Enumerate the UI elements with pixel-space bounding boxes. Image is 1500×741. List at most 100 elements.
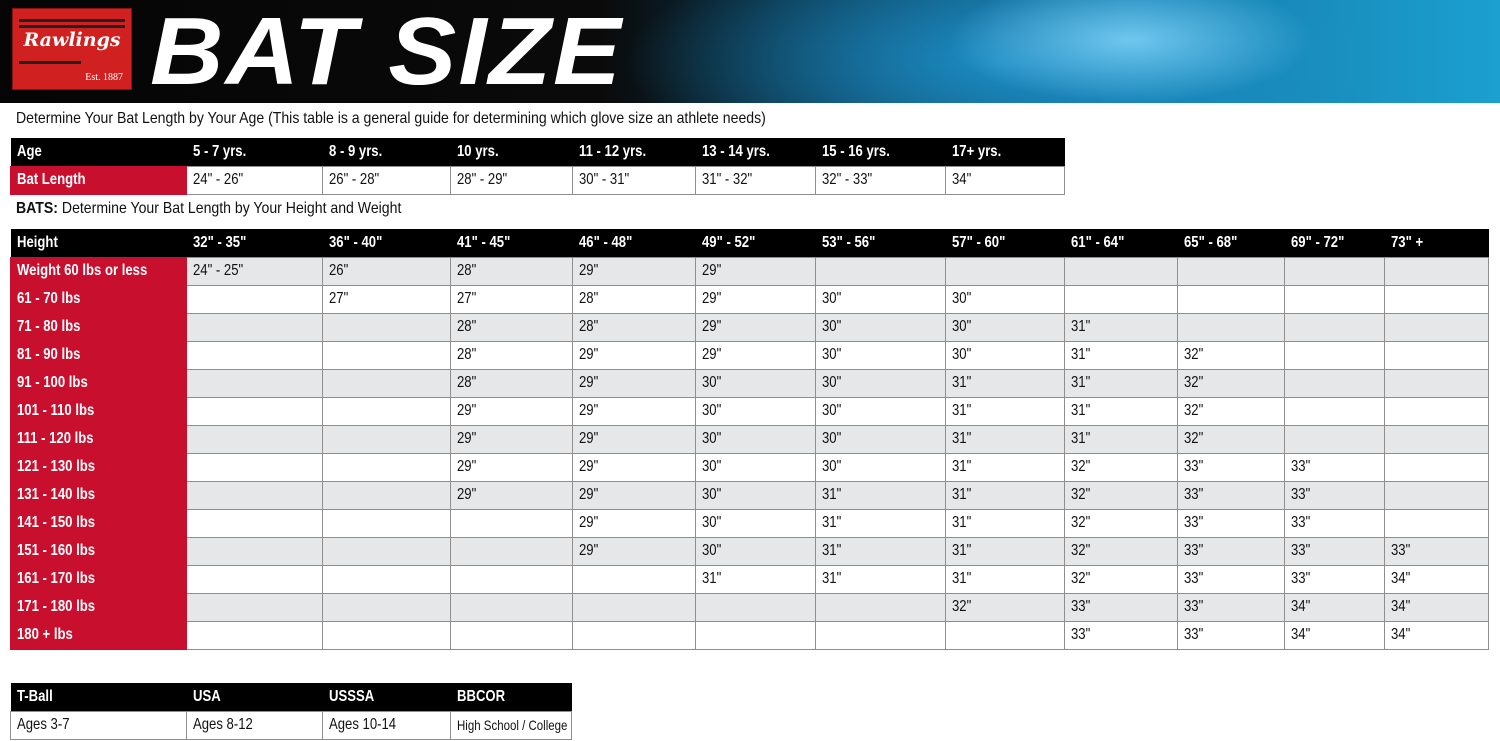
table-cell-text: 33" bbox=[1391, 542, 1411, 559]
table-cell: 29" bbox=[572, 508, 696, 538]
logo-est: Est. 1887 bbox=[85, 72, 123, 83]
table-cell: 29" bbox=[572, 480, 696, 510]
logo-text: Rawlings bbox=[23, 29, 121, 51]
table-cell bbox=[695, 620, 816, 650]
column-header: 15 - 16 yrs. bbox=[815, 138, 946, 166]
table-cell bbox=[186, 592, 323, 622]
table-cell: 30" bbox=[815, 396, 946, 426]
table-cell bbox=[450, 536, 573, 566]
column-header-text: 41" - 45" bbox=[456, 233, 510, 251]
table-cell-text: 33" bbox=[1291, 514, 1311, 531]
table-cell-text: 33" bbox=[1184, 570, 1204, 587]
table-cell bbox=[1064, 284, 1178, 314]
table-cell-text: 28" bbox=[457, 374, 477, 391]
table-cell: 29" bbox=[450, 452, 573, 482]
table-cell bbox=[1384, 452, 1489, 482]
table-cell bbox=[186, 508, 323, 538]
table-cell-text: 30" - 31" bbox=[579, 171, 630, 188]
table-cell: 30" bbox=[815, 284, 946, 314]
table-cell: 29" bbox=[572, 368, 696, 398]
table-cell bbox=[322, 508, 451, 538]
table-cell bbox=[186, 340, 323, 370]
table-cell bbox=[322, 592, 451, 622]
table-cell-text: 30" bbox=[822, 318, 842, 335]
table-cell-text: 31" bbox=[952, 430, 972, 447]
table-cell-text: 32" bbox=[1071, 514, 1091, 531]
row-label: Weight 60 lbs or less bbox=[10, 256, 187, 286]
table-cell-text: 30" bbox=[702, 542, 722, 559]
row-label: 161 - 170 lbs bbox=[10, 564, 187, 594]
column-header-text: 17+ yrs. bbox=[951, 142, 1001, 160]
table-cell bbox=[450, 508, 573, 538]
table-row: 91 - 100 lbs 28" 29" 30" 30" 31" 31" 32" bbox=[10, 368, 1489, 398]
table-cell: 30" bbox=[815, 368, 946, 398]
table-cell-text: 29" bbox=[579, 346, 599, 363]
table-cell-text: 30" bbox=[822, 346, 842, 363]
table-cell: 30" bbox=[695, 480, 816, 510]
table-cell bbox=[186, 368, 323, 398]
table-cell-text: 31" bbox=[952, 570, 972, 587]
table-cell: 33" bbox=[1177, 452, 1285, 482]
table-cell: 30" bbox=[815, 452, 946, 482]
table-cell: 31" bbox=[815, 564, 946, 594]
column-header-text: 15 - 16 yrs. bbox=[821, 142, 890, 160]
table-cell-text: 29" bbox=[702, 290, 722, 307]
table-cell bbox=[186, 312, 323, 342]
column-header-text: 69" - 72" bbox=[1290, 233, 1344, 251]
column-header-text: 57" - 60" bbox=[951, 233, 1005, 251]
table-cell: 26" - 28" bbox=[322, 165, 451, 195]
table-cell: 24" - 25" bbox=[186, 256, 323, 286]
table-cell-text: 34" bbox=[1291, 626, 1311, 643]
table-cell: 33" bbox=[1284, 480, 1385, 510]
column-header-text: BBCOR bbox=[456, 687, 505, 705]
row-label: 180 + lbs bbox=[10, 620, 187, 650]
table-cell-text: 31" bbox=[822, 514, 842, 531]
table-cell: 32" - 33" bbox=[815, 165, 946, 195]
table-cell-text: 30" bbox=[822, 374, 842, 391]
table-row: 101 - 110 lbs 29" 29" 30" 30" 31" 31" 32" bbox=[10, 396, 1489, 426]
table-cell: 31" bbox=[1064, 312, 1178, 342]
table-cell-text: 29" bbox=[457, 430, 477, 447]
column-header: 8 - 9 yrs. bbox=[322, 138, 451, 166]
table-cell-text: 33" bbox=[1184, 542, 1204, 559]
table-cell-text: 24" - 26" bbox=[193, 171, 244, 188]
column-header-text: 8 - 9 yrs. bbox=[328, 142, 382, 160]
age-table: Age 5 - 7 yrs. 8 - 9 yrs. 10 yrs. 11 - 12 yr… bbox=[10, 138, 1065, 195]
table-cell bbox=[1384, 256, 1489, 286]
table-cell: 31" bbox=[945, 480, 1065, 510]
table-cell bbox=[1284, 368, 1385, 398]
table-cell: 29" bbox=[572, 452, 696, 482]
row-label-text: 161 - 170 lbs bbox=[17, 570, 96, 587]
table-cell: 31" bbox=[1064, 396, 1178, 426]
column-header: 49" - 52" bbox=[695, 229, 816, 257]
column-header: 61" - 64" bbox=[1064, 229, 1178, 257]
table-cell-text: 31" bbox=[822, 542, 842, 559]
table-row: 141 - 150 lbs 29" 30" 31" 31" 32" 33" 33" bbox=[10, 508, 1489, 538]
row-label: Bat Length bbox=[10, 165, 187, 195]
table-cell-text: 32" bbox=[1071, 486, 1091, 503]
table-cell-text: 29" bbox=[579, 430, 599, 447]
column-header: 41" - 45" bbox=[450, 229, 573, 257]
row-label-text: 171 - 180 lbs bbox=[17, 598, 96, 615]
row-label-text: 81 - 90 lbs bbox=[17, 346, 81, 363]
column-header-text: Age bbox=[16, 142, 42, 160]
column-header: T-Ball bbox=[10, 683, 187, 711]
table-cell: 32" bbox=[1064, 452, 1178, 482]
table-cell-text: 32" bbox=[1071, 542, 1091, 559]
table-cell-text: 31" bbox=[952, 514, 972, 531]
table-cell-text: 34" bbox=[1391, 626, 1411, 643]
column-header-text: T-Ball bbox=[16, 687, 53, 705]
league-table: T-Ball USA USSSA BBCOR Ages 3-7 Ages 8-12 Ages… bbox=[10, 683, 572, 740]
table-cell-text: 32" bbox=[952, 598, 972, 615]
table-cell: 33" bbox=[1177, 564, 1285, 594]
table-cell-text: 28" bbox=[579, 318, 599, 335]
table-cell-text: 31" bbox=[1071, 318, 1091, 335]
age-caption: Determine Your Bat Length by Your Age (T… bbox=[16, 110, 766, 127]
table-cell-text: 29" bbox=[579, 374, 599, 391]
table-cell-text: 32" bbox=[1184, 374, 1204, 391]
table-cell: 29" bbox=[695, 256, 816, 286]
table-cell: 27" bbox=[322, 284, 451, 314]
table-cell-text: 32" bbox=[1071, 458, 1091, 475]
table-cell: 30" bbox=[695, 536, 816, 566]
table-cell-text: 30" bbox=[822, 430, 842, 447]
